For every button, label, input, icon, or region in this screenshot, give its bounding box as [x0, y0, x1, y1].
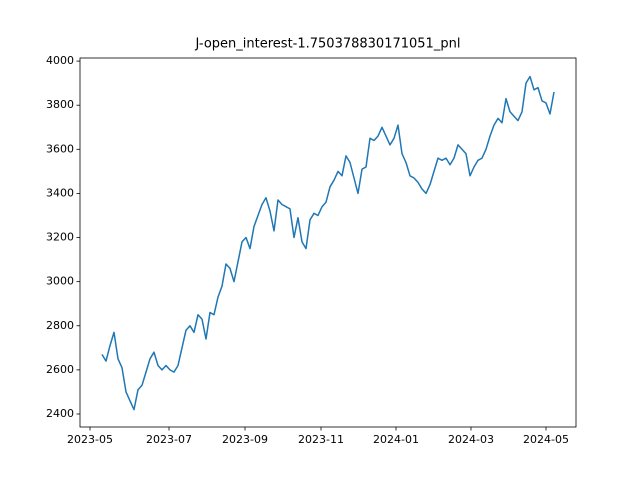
x-tick-label: 2023-09 [222, 433, 268, 446]
axes-frame [79, 57, 577, 428]
y-tick-label: 3400 [46, 186, 74, 199]
x-tick-label: 2023-07 [146, 433, 192, 446]
y-tick-label: 3800 [46, 98, 74, 111]
y-tick-label: 3000 [46, 275, 74, 288]
line [101, 75, 555, 411]
y-tick-label: 2800 [46, 319, 74, 332]
x-tick-label: 2023-11 [298, 433, 344, 446]
chart-title: J-open_interest-1.750378830171051_pnl [195, 37, 461, 52]
y-tick-label: 4000 [46, 54, 74, 67]
y-tick-label: 3600 [46, 142, 74, 155]
x-tick-label: 2024-05 [523, 433, 569, 446]
x-tick-label: 2024-01 [373, 433, 419, 446]
y-tick-label: 2400 [46, 407, 74, 420]
x-tick-label: 2023-05 [67, 433, 113, 446]
y-tick-label: 3200 [46, 231, 74, 244]
y-tick-label: 2600 [46, 363, 74, 376]
x-tick-label: 2024-03 [448, 433, 494, 446]
